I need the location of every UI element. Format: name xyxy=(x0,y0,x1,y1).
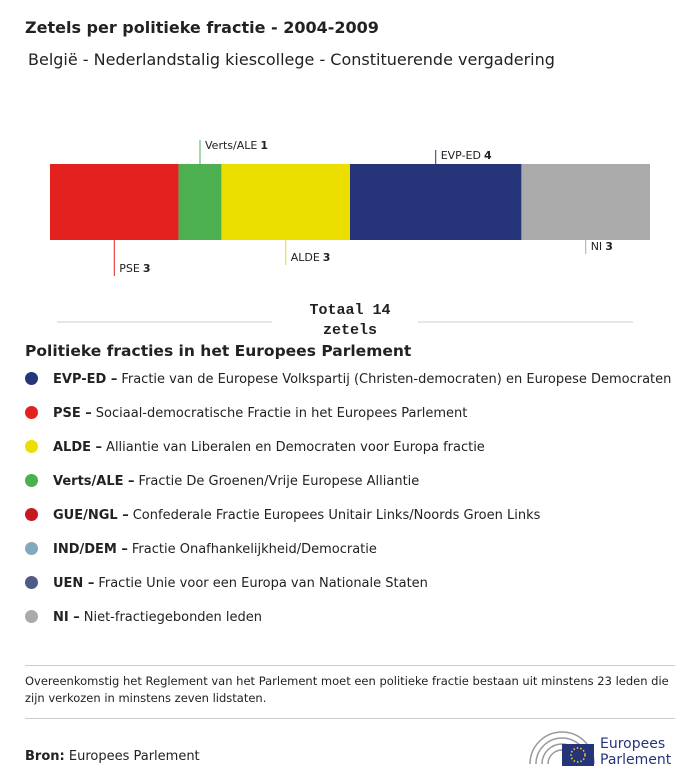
segment-label: PSE 3 xyxy=(119,262,150,275)
value-label: 1 xyxy=(260,139,268,152)
series-name: NI xyxy=(591,240,602,253)
legend-text: Confederale Fractie Europees Unitair Lin… xyxy=(132,508,541,523)
legend-item: ALDE – Alliantie van Liberalen en Democra… xyxy=(25,440,485,455)
legend-item: NI – Niet-fractiegebonden leden xyxy=(25,610,262,625)
legend-abbr: UEN – xyxy=(53,576,95,591)
bar-segment xyxy=(178,164,222,240)
legend-abbr: EVP-ED – xyxy=(53,372,118,387)
legend-swatch xyxy=(25,440,38,453)
segment-label: NI 3 xyxy=(591,240,613,253)
legend-text: Fractie Unie voor een Europa van Nationa… xyxy=(98,576,428,591)
value-label: 3 xyxy=(143,262,151,275)
bar-segment xyxy=(350,164,522,240)
bar-segment xyxy=(521,164,650,240)
series-name: Verts/ALE xyxy=(205,139,257,152)
divider xyxy=(25,718,675,719)
legend-item: PSE – Sociaal-democratische Fractie in he… xyxy=(25,406,467,421)
legend-item: GUE/NGL – Confederale Fractie Europees Un… xyxy=(25,508,540,523)
source: Bron: Europees Parlement xyxy=(25,749,200,764)
legend-text: Niet-fractiegebonden leden xyxy=(83,610,263,625)
legend-text: Fractie Onafhankelijkheid/Democratie xyxy=(131,542,377,557)
segment-label: EVP-ED 4 xyxy=(441,149,492,162)
legend-abbr: Verts/ALE – xyxy=(53,474,135,489)
legend-swatch xyxy=(25,508,38,521)
segment-label: ALDE 3 xyxy=(291,251,331,264)
series-name: EVP-ED xyxy=(441,149,481,162)
legend-abbr: ALDE – xyxy=(53,440,103,455)
legend-text: Fractie De Groenen/Vrije Europese Allian… xyxy=(138,474,420,489)
legend-title: Politieke fracties in het Europees Parle… xyxy=(25,342,412,360)
source-text: Europees Parlement xyxy=(68,749,200,764)
legend-abbr: IND/DEM – xyxy=(53,542,128,557)
total-label: Totaal 14 zetels xyxy=(309,302,391,339)
value-label: 4 xyxy=(484,149,492,162)
legend-text: Sociaal-democratische Fractie in het Eur… xyxy=(95,406,468,421)
logo-icon xyxy=(529,731,595,766)
legend-swatch xyxy=(25,576,38,589)
legend-abbr: GUE/NGL – xyxy=(53,508,129,523)
legend-text: Fractie van de Europese Volkspartij (Chr… xyxy=(121,372,672,387)
chart-title: Zetels per politieke fractie - 2004-2009 xyxy=(25,18,379,37)
legend-item: EVP-ED – Fractie van de Europese Volkspar… xyxy=(25,372,671,387)
chart-subtitle: België - Nederlandstalig kiescollege - C… xyxy=(28,50,555,69)
legend-swatch xyxy=(25,610,38,623)
legend-swatch xyxy=(25,474,38,487)
divider xyxy=(25,665,675,666)
series-name: PSE xyxy=(119,262,140,275)
legend-abbr: NI – xyxy=(53,610,80,625)
source-label: Bron: xyxy=(25,749,65,764)
legend-item: IND/DEM – Fractie Onafhankelijkheid/Democ… xyxy=(25,542,377,557)
legend-abbr: PSE – xyxy=(53,406,92,421)
legend-swatch xyxy=(25,406,38,419)
logo-text: Europees Parlement xyxy=(600,736,672,768)
series-name: ALDE xyxy=(291,251,320,264)
value-label: 3 xyxy=(605,240,613,253)
legend-text: Alliantie van Liberalen en Democraten vo… xyxy=(106,440,485,455)
bar-segment xyxy=(50,164,179,240)
segment-label: Verts/ALE 1 xyxy=(205,139,268,152)
footnote: Overeenkomstig het Reglement van het Par… xyxy=(25,674,669,705)
value-label: 3 xyxy=(323,251,331,264)
legend-swatch xyxy=(25,372,38,385)
legend-item: UEN – Fractie Unie voor een Europa van Na… xyxy=(25,576,428,591)
bar-segment xyxy=(221,164,350,240)
legend-swatch xyxy=(25,542,38,555)
legend-item: Verts/ALE – Fractie De Groenen/Vrije Euro… xyxy=(25,474,419,489)
